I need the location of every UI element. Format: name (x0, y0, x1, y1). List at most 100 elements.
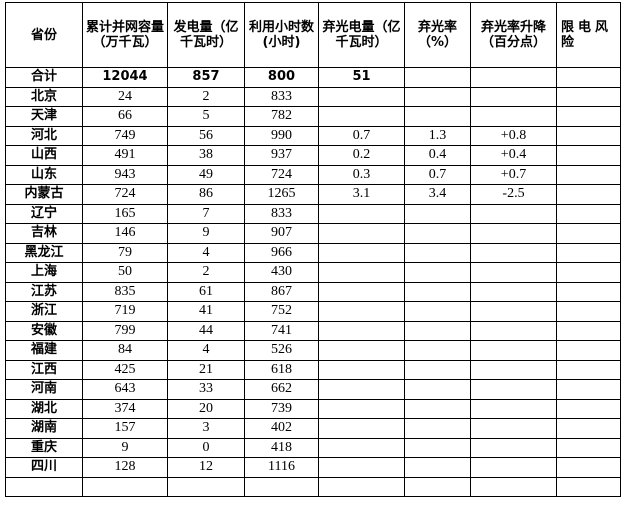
table-cell: 0 (167, 437, 245, 458)
table-cell (556, 418, 621, 439)
table-cell (404, 281, 471, 302)
table-cell (318, 359, 405, 380)
table-cell (318, 437, 405, 458)
table-cell (556, 398, 621, 419)
table-cell: 719 (82, 301, 168, 322)
table-cell: 49 (167, 164, 245, 185)
table-cell (556, 262, 621, 283)
table-cell (556, 203, 621, 224)
table-cell: 51 (318, 67, 405, 88)
province-cell: 合计 (5, 67, 83, 88)
table-cell (404, 476, 471, 497)
table-cell: 662 (244, 379, 319, 400)
province-cell: 安徽 (5, 320, 83, 341)
table-cell (470, 457, 557, 478)
table-row: 山西 491 38 937 0.2 0.4 +0.4 (5, 145, 621, 166)
table-cell: 9 (82, 437, 168, 458)
table-cell: 0.7 (318, 125, 405, 146)
table-cell: 739 (244, 398, 319, 419)
table-row: 辽宁 165 7 833 (5, 203, 621, 224)
table-cell (470, 106, 557, 127)
table-cell (404, 67, 471, 88)
table-cell (318, 281, 405, 302)
table-row: 安徽 799 44 741 (5, 320, 621, 341)
table-cell: 0.2 (318, 145, 405, 166)
province-cell: 福建 (5, 340, 83, 361)
table-cell (82, 476, 168, 497)
table-cell (318, 320, 405, 341)
table-cell: 374 (82, 398, 168, 419)
table-cell (404, 379, 471, 400)
table-cell (470, 262, 557, 283)
table-cell (470, 203, 557, 224)
table-cell (404, 242, 471, 263)
table-cell (404, 106, 471, 127)
table-row: 北京 24 2 833 (5, 86, 621, 107)
table-cell (404, 359, 471, 380)
table-cell: 21 (167, 359, 245, 380)
solar-power-table: 省份 累计并网容量（万千瓦） 发电量（亿千瓦时） 利用小时数(小时) 弃光电量（… (5, 2, 621, 497)
table-cell (318, 398, 405, 419)
table-cell (404, 262, 471, 283)
table-cell (556, 340, 621, 361)
table-row: 重庆 9 0 418 (5, 437, 621, 458)
table-cell (404, 437, 471, 458)
table-row: 山东 943 49 724 0.3 0.7 +0.7 (5, 164, 621, 185)
table-cell: 146 (82, 223, 168, 244)
table-cell: 1.3 (404, 125, 471, 146)
table-cell: 41 (167, 301, 245, 322)
table-cell: 44 (167, 320, 245, 341)
table-cell: 749 (82, 125, 168, 146)
table-cell (470, 476, 557, 497)
header-risk: 限电风险 (556, 2, 621, 68)
table-row: 江苏 835 61 867 (5, 281, 621, 302)
table-cell: 937 (244, 145, 319, 166)
table-cell (318, 203, 405, 224)
table-cell: 33 (167, 379, 245, 400)
table-cell (556, 67, 621, 88)
table-cell: 4 (167, 242, 245, 263)
header-curtailed: 弃光电量（亿千瓦时） (318, 2, 405, 68)
table-row: 四川 128 12 1116 (5, 457, 621, 478)
table-cell: 835 (82, 281, 168, 302)
province-cell: 上海 (5, 262, 83, 283)
table-row: 黑龙江 79 4 966 (5, 242, 621, 263)
table-cell (404, 301, 471, 322)
province-cell: 四川 (5, 457, 83, 478)
table-cell (556, 476, 621, 497)
province-cell: 山西 (5, 145, 83, 166)
table-cell (404, 457, 471, 478)
table-cell (318, 301, 405, 322)
table-cell: 425 (82, 359, 168, 380)
table-cell (470, 242, 557, 263)
table-row: 河南 643 33 662 (5, 379, 621, 400)
table-cell: 20 (167, 398, 245, 419)
table-cell: 165 (82, 203, 168, 224)
table-cell (556, 359, 621, 380)
table-cell (556, 106, 621, 127)
table-cell: +0.7 (470, 164, 557, 185)
table-cell (470, 281, 557, 302)
table-cell: 966 (244, 242, 319, 263)
province-cell: 黑龙江 (5, 242, 83, 263)
table-cell: 724 (82, 184, 168, 205)
table-cell (404, 223, 471, 244)
table-cell (470, 418, 557, 439)
table-row: 河北 749 56 990 0.7 1.3 +0.8 (5, 125, 621, 146)
table-cell: 4 (167, 340, 245, 361)
table-cell: 50 (82, 262, 168, 283)
table-cell (470, 398, 557, 419)
table-cell: 907 (244, 223, 319, 244)
table-cell: 867 (244, 281, 319, 302)
table-cell (556, 223, 621, 244)
table-cell: 3.1 (318, 184, 405, 205)
table-cell: 741 (244, 320, 319, 341)
table-cell: 857 (167, 67, 245, 88)
table-cell: 79 (82, 242, 168, 263)
table-cell: 3.4 (404, 184, 471, 205)
table-cell: +0.8 (470, 125, 557, 146)
table-cell: 128 (82, 457, 168, 478)
table-cell (318, 476, 405, 497)
header-hours: 利用小时数(小时) (244, 2, 319, 68)
province-cell: 河北 (5, 125, 83, 146)
